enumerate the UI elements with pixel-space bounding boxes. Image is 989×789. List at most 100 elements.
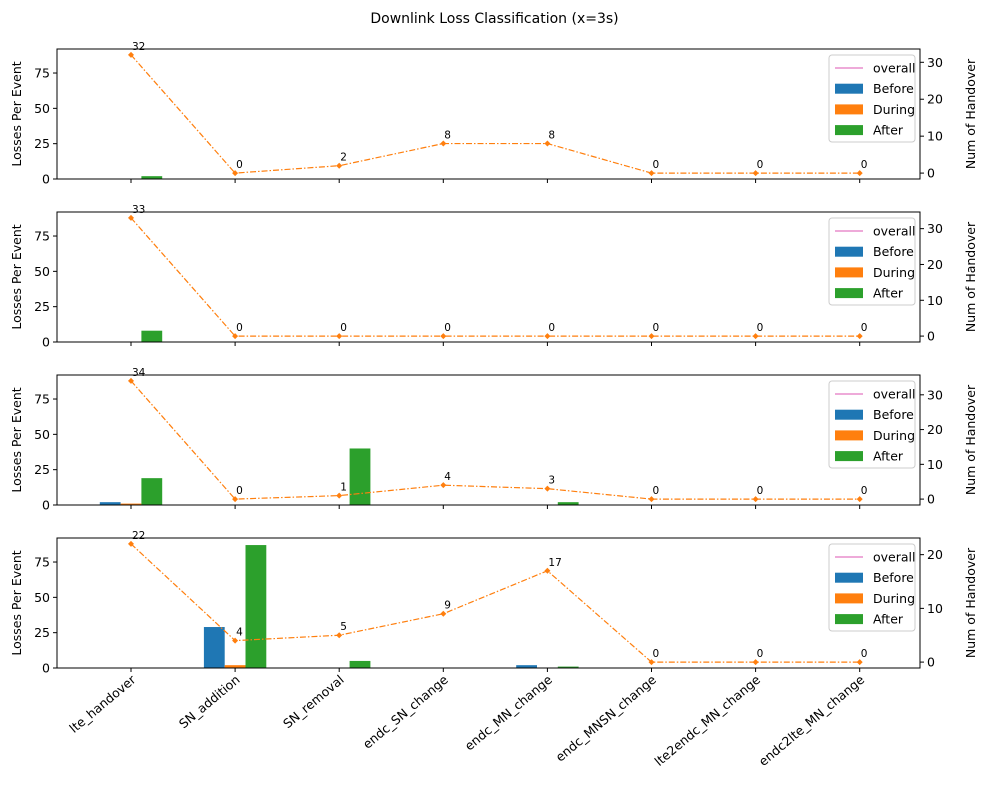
legend-label-during: During: [873, 591, 915, 606]
handover-point-endc_MNSN_change: [648, 333, 655, 340]
handover-point-endc2lte_MN_change: [856, 496, 863, 503]
legend-label-during: During: [873, 102, 915, 117]
handover-label-SN_addition: 0: [236, 159, 243, 171]
y-tick-label-left: 75: [34, 392, 50, 407]
y-tick-label-left: 0: [42, 172, 50, 187]
handover-label-SN_removal: 5: [340, 621, 347, 633]
handover-label-endc_MN_change: 17: [548, 557, 561, 569]
y-tick-label-left: 75: [34, 229, 50, 244]
handover-label-endc_MNSN_change: 0: [653, 322, 660, 334]
handover-label-endc_MNSN_change: 0: [653, 648, 660, 660]
bar-after-SN_addition: [245, 545, 267, 668]
legend-swatch-after: [835, 451, 863, 462]
legend: overall Before During After: [828, 54, 916, 143]
legend-label-after: After: [873, 123, 904, 138]
handover-label-lte2endc_MN_change: 0: [757, 159, 764, 171]
y-axis-label-right: Num of Handover: [963, 384, 978, 495]
bar-during-SN_addition: [224, 665, 246, 668]
handover-label-SN_addition: 4: [236, 627, 243, 639]
bar-before-SN_addition: [203, 627, 225, 668]
legend: overall Before During After: [828, 380, 916, 469]
x-tick-label-endc_MNSN_change: endc_MNSN_change: [553, 672, 660, 765]
x-tick-label-lte_handover: lte_handover: [66, 671, 139, 736]
handover-label-endc_MN_change: 0: [548, 322, 555, 334]
legend-label-during: During: [873, 265, 915, 280]
handover-line: [130, 380, 860, 500]
y-tick-label-left: 25: [34, 462, 50, 477]
handover-label-lte_handover: 34: [132, 367, 146, 379]
plot-frame: [56, 374, 921, 506]
handover-label-endc2lte_MN_change: 0: [861, 648, 868, 660]
handover-label-lte_handover: 32: [132, 41, 145, 53]
legend-label-before: Before: [873, 244, 914, 259]
y-tick-label-right: 20: [927, 257, 943, 272]
legend-label-before: Before: [873, 407, 914, 422]
y-tick-label-left: 75: [34, 66, 50, 81]
legend-swatch-after: [835, 614, 863, 625]
handover-point-endc_SN_change: [440, 333, 447, 340]
y-tick-label-left: 0: [42, 335, 50, 350]
bar-after-SN_removal: [349, 448, 371, 505]
y-tick-label-left: 50: [34, 264, 50, 279]
x-tick-label-SN_addition: SN_addition: [176, 672, 243, 731]
handover-label-lte_handover: 33: [132, 204, 145, 216]
handover-label-lte2endc_MN_change: 0: [757, 648, 764, 660]
handover-label-endc_SN_change: 9: [444, 600, 451, 612]
handover-point-lte_handover: [128, 51, 134, 58]
handover-label-SN_removal: 0: [340, 322, 347, 334]
handover-point-endc_MNSN_change: [648, 170, 655, 177]
legend-swatch-before: [835, 572, 863, 583]
y-axis-label-right: Num of Handover: [963, 58, 978, 169]
handover-point-SN_addition: [232, 333, 239, 340]
y-tick-label-right: 10: [927, 457, 943, 472]
legend-swatch-during: [835, 267, 863, 278]
handover-label-SN_addition: 0: [236, 322, 243, 334]
y-tick-label-left: 25: [34, 299, 50, 314]
handover-label-endc_MN_change: 8: [548, 130, 555, 142]
handover-point-endc_MN_change: [544, 485, 551, 492]
legend-label-overall: overall: [873, 387, 915, 402]
handover-point-lte_handover: [128, 540, 134, 547]
legend-label-during: During: [873, 428, 915, 443]
handover-label-endc_MN_change: 3: [548, 475, 555, 487]
handover-label-endc2lte_MN_change: 0: [861, 159, 868, 171]
y-tick-label-right: 0: [927, 655, 935, 670]
handover-point-lte_handover: [128, 377, 134, 384]
handover-point-endc_MNSN_change: [648, 496, 655, 503]
legend-label-before: Before: [873, 570, 914, 585]
y-tick-label-left: 75: [34, 555, 50, 570]
legend-swatch-during: [835, 430, 863, 441]
handover-line: [130, 54, 860, 174]
handover-point-endc_MN_change: [544, 140, 551, 147]
y-axis-label-right: Num of Handover: [963, 547, 978, 658]
y-tick-label-right: 20: [927, 547, 943, 562]
y-tick-label-right: 30: [927, 221, 943, 236]
handover-label-endc_SN_change: 0: [444, 322, 451, 334]
x-tick-label-SN_removal: SN_removal: [280, 672, 347, 731]
bar-after-endc_MN_change: [557, 502, 579, 505]
y-axis-label-left: Losses Per Event: [9, 61, 24, 166]
plot-frame: [56, 48, 921, 180]
legend-box: [828, 380, 916, 469]
y-tick-label-left: 0: [42, 661, 50, 676]
handover-label-endc_SN_change: 4: [444, 471, 451, 483]
x-tick-label-endc_SN_change: endc_SN_change: [360, 672, 451, 752]
handover-point-endc2lte_MN_change: [856, 170, 863, 177]
handover-point-lte2endc_MN_change: [752, 659, 759, 666]
y-tick-label-right: 0: [927, 166, 935, 181]
handover-label-endc_MNSN_change: 0: [653, 159, 660, 171]
bar-before-lte_handover: [99, 502, 121, 505]
handover-point-endc2lte_MN_change: [856, 659, 863, 666]
legend-swatch-before: [835, 83, 863, 94]
y-axis-label-right: Num of Handover: [963, 221, 978, 332]
y-tick-label-right: 0: [927, 329, 935, 344]
handover-label-lte_handover: 22: [132, 530, 145, 542]
x-tick-label-lte2endc_MN_change: lte2endc_MN_change: [652, 672, 764, 769]
handover-point-SN_removal: [336, 492, 343, 499]
bar-after-endc_MN_change: [557, 666, 579, 668]
legend-swatch-after: [835, 288, 863, 299]
y-tick-label-right: 10: [927, 601, 943, 616]
handover-label-SN_addition: 0: [236, 485, 243, 497]
y-tick-label-left: 50: [34, 101, 50, 116]
